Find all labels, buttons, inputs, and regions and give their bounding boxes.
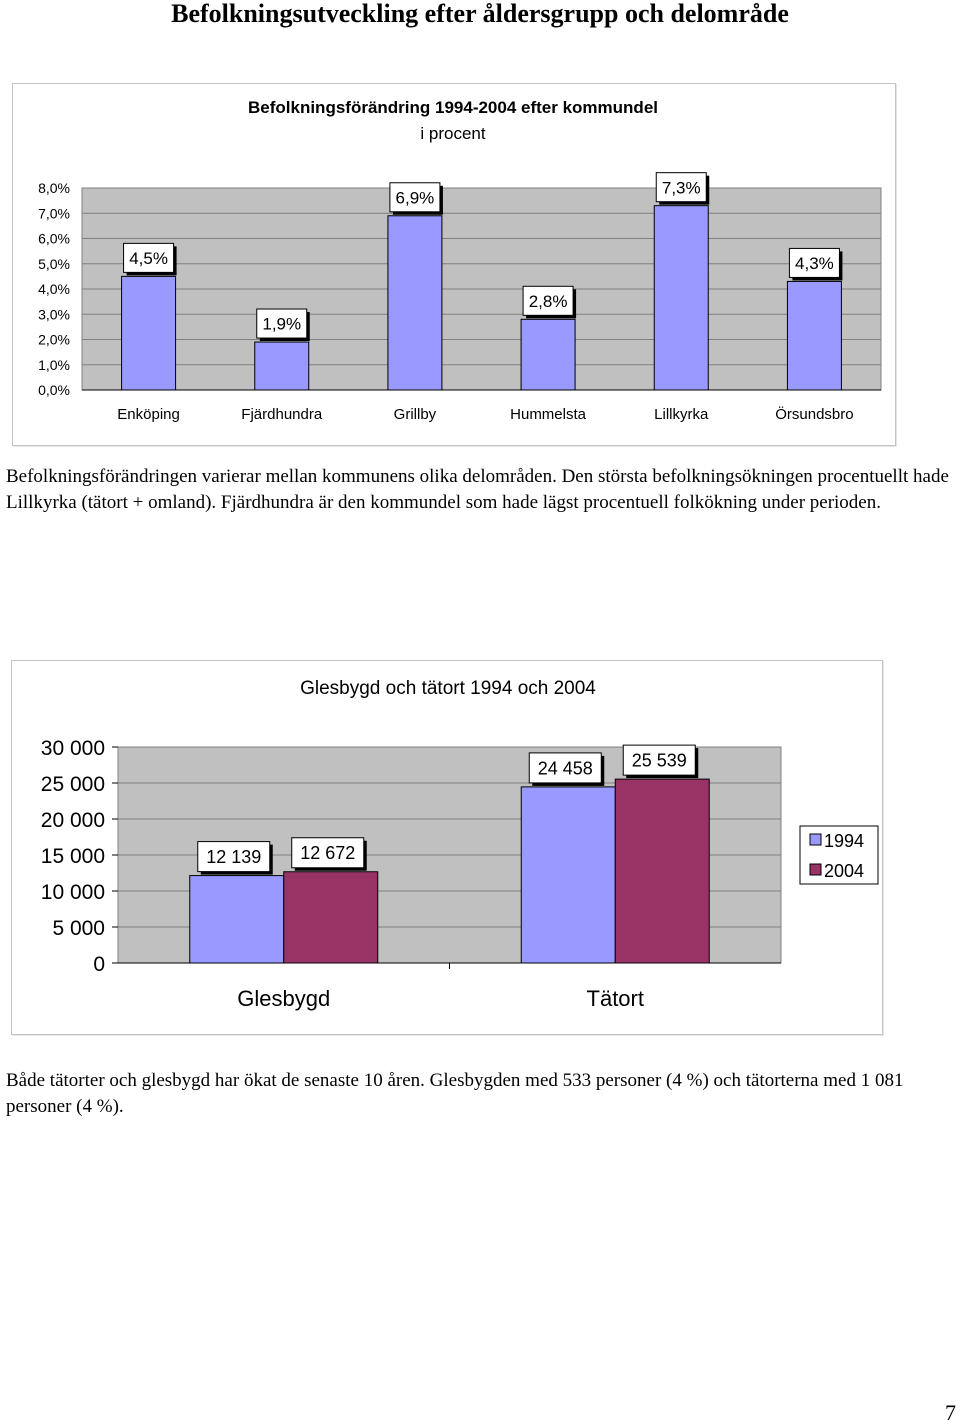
legend-swatch-2004 [809, 863, 822, 876]
bar-3 [387, 215, 443, 391]
y-tick-label: 7,0% [38, 205, 70, 221]
data-label-3-box [389, 182, 441, 213]
chart-glesbygd-tatort-svg: Glesbygd och tätort 1994 och 2004 1994 2… [41, 678, 879, 1011]
x-tick-label: Enköping [117, 406, 180, 423]
data-label-3: 6,9% [396, 188, 435, 207]
bar-2 [254, 341, 310, 391]
y-tick-label: 0 [93, 953, 105, 976]
paragraph-2: Både tätorter och glesbygd har ökat de s… [6, 1070, 904, 1117]
data-label-4: 2,8% [529, 292, 568, 311]
y-tick-label: 15 000 [41, 845, 105, 868]
bar-2004-2 [614, 778, 710, 964]
chart-title: Befolkningsförändring 1994-2004 efter ko… [248, 98, 658, 117]
x-tick-label: Tätort [587, 986, 644, 1011]
chart-title: Glesbygd och tätort 1994 och 2004 [300, 678, 596, 699]
y-tick-label: 6,0% [38, 231, 70, 247]
data-label-2004-1: 12 672 [300, 843, 355, 863]
data-label-2004-1-box [291, 837, 365, 869]
data-label-2004-2-box [622, 744, 696, 776]
data-label-5-box [655, 172, 707, 203]
x-tick-label: Lillkyrka [654, 406, 709, 423]
y-tick-label: 10 000 [41, 881, 105, 904]
y-tick-label: 30 000 [41, 737, 105, 760]
x-tick-label: Hummelsta [510, 406, 587, 423]
paragraph-1: Befolkningsförändringen varierar mellan … [6, 466, 949, 513]
data-label-1994-1: 12 139 [206, 847, 261, 867]
page-heading: Befolkningsutveckling efter åldersgrupp … [171, 0, 789, 28]
y-tick-label: 25 000 [41, 773, 105, 796]
bar-1994-2 [520, 786, 616, 964]
data-label-1994-2: 24 458 [538, 758, 593, 778]
data-label-5: 7,3% [662, 178, 701, 197]
y-tick-label: 20 000 [41, 809, 105, 832]
legend: 1994 2004 [799, 825, 879, 885]
y-tick-label: 0,0% [38, 382, 70, 398]
bar-6 [786, 280, 842, 391]
legend-label-2004: 2004 [824, 861, 864, 881]
chart-percent-change: Befolkningsförändring 1994-2004 efter ko… [12, 83, 896, 446]
x-tick-label: Fjärdhundra [241, 406, 323, 423]
legend-swatch-1994 [809, 833, 822, 846]
data-label-1994-1-box [197, 841, 271, 873]
x-tick-label: Örsundsbro [775, 405, 853, 423]
bar-1 [121, 275, 177, 391]
chart-percent-change-svg: Befolkningsförändring 1994-2004 efter ko… [38, 98, 882, 423]
page-number: 7 [945, 1400, 956, 1425]
data-label-2-box [256, 308, 308, 339]
y-tick-label: 1,0% [38, 357, 70, 373]
data-label-2004-2: 25 539 [632, 751, 687, 771]
data-label-1-box [123, 242, 175, 273]
y-tick-label: 8,0% [38, 180, 70, 196]
data-label-2: 1,9% [262, 315, 301, 334]
data-label-1994-2-box [528, 752, 602, 784]
data-label-4-box [522, 285, 574, 316]
y-tick-label: 2,0% [38, 332, 70, 348]
y-tick-label: 3,0% [38, 306, 70, 322]
bar-2004-1 [283, 871, 379, 964]
data-label-1: 4,5% [129, 249, 168, 268]
bar-4 [520, 318, 576, 391]
y-tick-label: 5,0% [38, 256, 70, 272]
x-tick-label: Grillby [394, 406, 437, 423]
legend-label-1994: 1994 [824, 831, 864, 851]
y-tick-label: 4,0% [38, 281, 70, 297]
data-label-6-box [788, 247, 840, 278]
x-tick-label: Glesbygd [237, 986, 330, 1011]
chart-glesbygd-tatort: Glesbygd och tätort 1994 och 2004 1994 2… [11, 660, 883, 1035]
data-label-6: 4,3% [795, 254, 834, 273]
bar-1994-1 [189, 875, 285, 964]
y-tick-label: 5 000 [52, 917, 105, 940]
chart-subtitle: i procent [420, 124, 485, 143]
bar-5 [653, 205, 709, 391]
